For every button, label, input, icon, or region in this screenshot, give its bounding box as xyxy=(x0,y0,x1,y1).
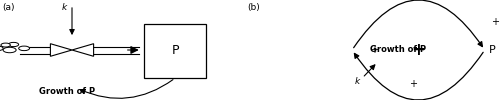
FancyArrowPatch shape xyxy=(354,52,483,100)
Text: (a): (a) xyxy=(2,3,15,12)
Text: Growth of P: Growth of P xyxy=(39,87,96,96)
Text: +: + xyxy=(410,79,418,89)
Text: +: + xyxy=(412,41,426,59)
Text: +: + xyxy=(491,17,499,27)
Circle shape xyxy=(18,46,30,51)
Polygon shape xyxy=(50,44,72,56)
Circle shape xyxy=(8,42,18,47)
Polygon shape xyxy=(72,44,94,56)
Text: P: P xyxy=(489,45,496,55)
Text: k: k xyxy=(354,78,360,86)
Text: P: P xyxy=(172,44,179,57)
Text: +: + xyxy=(370,45,378,55)
FancyBboxPatch shape xyxy=(144,24,206,78)
Circle shape xyxy=(3,47,16,53)
Text: k: k xyxy=(62,3,68,12)
Text: (b): (b) xyxy=(248,3,260,12)
Circle shape xyxy=(1,43,11,47)
Circle shape xyxy=(0,46,3,51)
FancyArrowPatch shape xyxy=(354,0,482,48)
Text: Growth of P: Growth of P xyxy=(370,46,426,54)
